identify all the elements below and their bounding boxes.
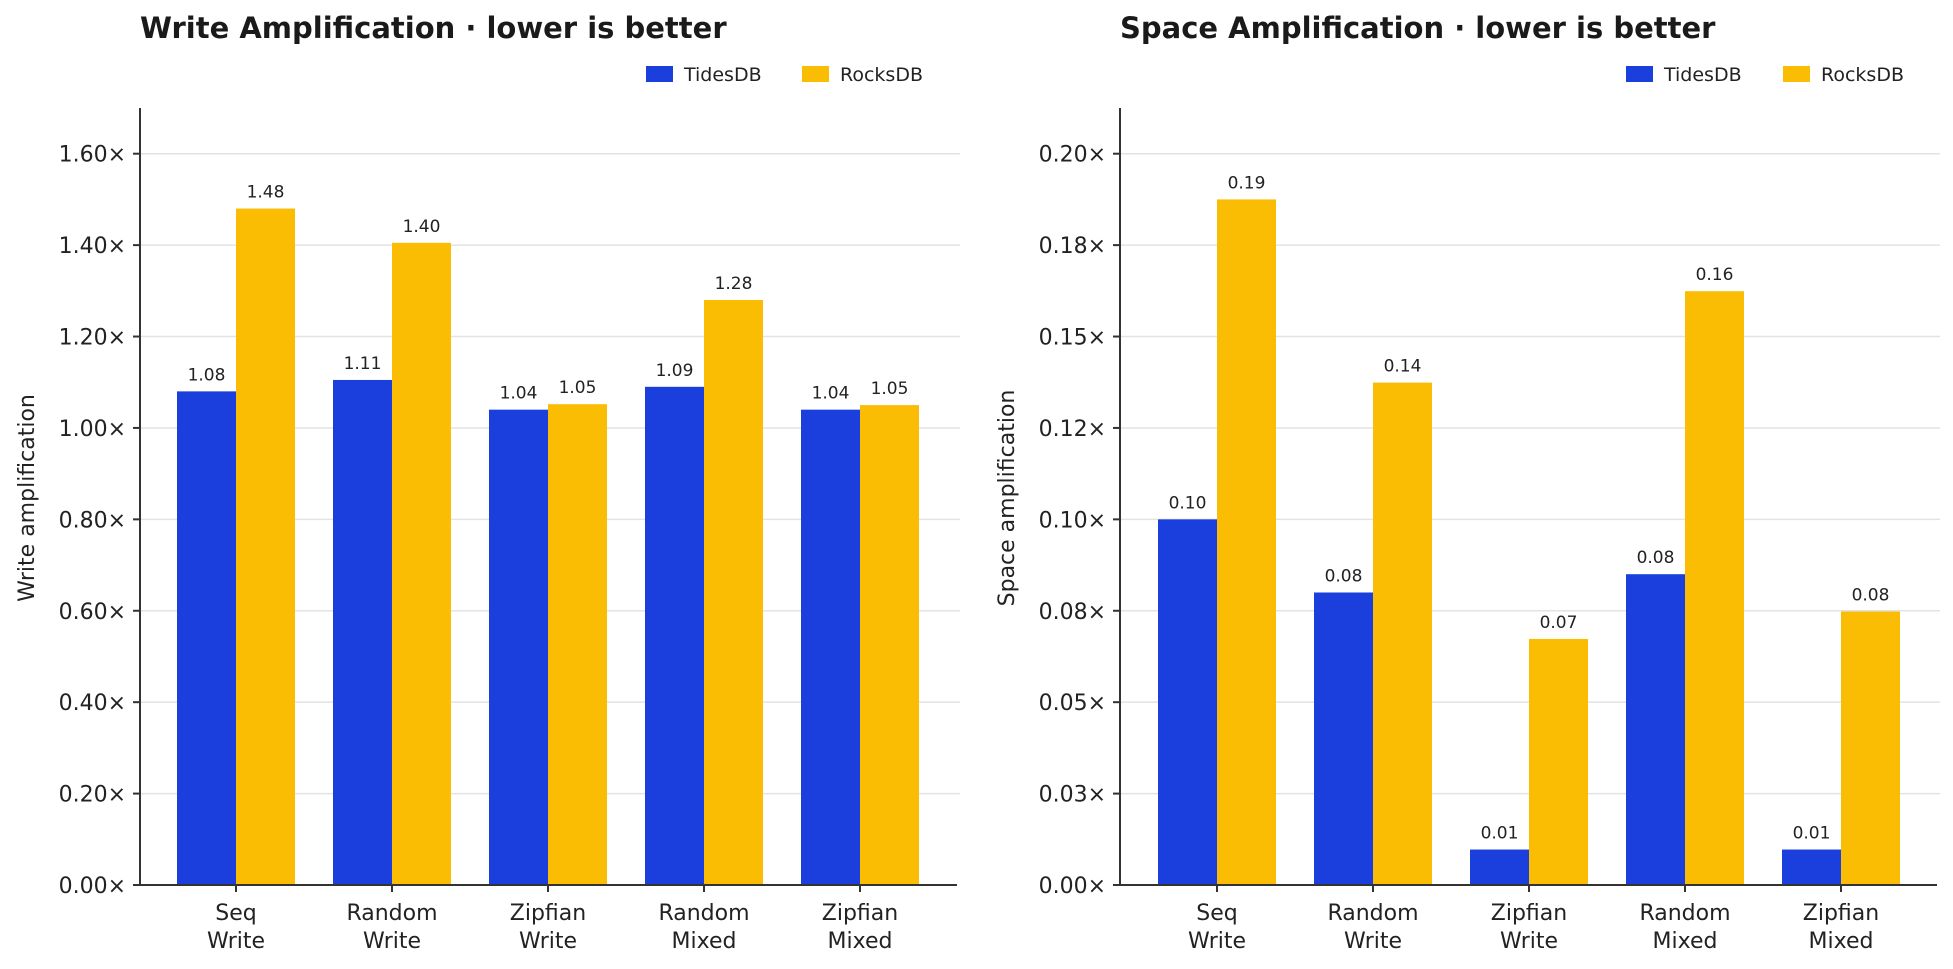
data-label: 0.07: [1540, 613, 1578, 633]
y-axis-label: Space amplification: [995, 390, 1020, 607]
data-label: 1.08: [188, 365, 226, 385]
bar-tidesdb-seq-write: [177, 391, 236, 885]
bar-rocksdb-zipfian-write: [548, 404, 607, 885]
x-tick-label: Zipfian Mixed: [1803, 901, 1879, 954]
y-tick-label: 0.80×: [59, 508, 126, 533]
bar-tidesdb-zipfian-write: [1470, 849, 1529, 885]
y-tick-label: 0.40×: [59, 691, 126, 716]
data-label: 0.08: [1637, 548, 1675, 568]
y-tick-label: 0.12×: [1039, 417, 1106, 442]
legend-swatch-tidesdb: [646, 66, 673, 82]
bar-tidesdb-random-mixed: [1626, 574, 1685, 885]
y-tick-label: 0.15×: [1039, 326, 1106, 351]
x-tick-label: Zipfian Write: [510, 901, 586, 954]
data-label: 0.10: [1169, 493, 1207, 513]
y-tick-label: 0.08×: [1039, 600, 1106, 625]
bar-tidesdb-zipfian-mixed: [1782, 849, 1841, 885]
y-tick-label: 0.00×: [59, 874, 126, 899]
legend-label-rocksdb: RocksDB: [1821, 64, 1904, 86]
bar-rocksdb-random-mixed: [704, 299, 763, 885]
space-amplification-panel: Space Amplification · lower is better Ti…: [995, 11, 1940, 954]
data-label: 0.16: [1696, 265, 1734, 285]
y-tick-label: 0.03×: [1039, 783, 1106, 808]
x-tick-label: Zipfian Mixed: [822, 901, 898, 954]
data-label: 0.01: [1793, 824, 1831, 844]
y-tick-label: 0.20×: [1039, 143, 1106, 168]
y-tick-label: 1.60×: [59, 143, 126, 168]
x-tick-label: Seq Write: [1188, 901, 1246, 954]
bar-tidesdb-zipfian-write: [489, 409, 548, 885]
y-tick-label: 0.10×: [1039, 508, 1106, 533]
data-label: 1.09: [656, 361, 694, 381]
y-tick-label: 0.05×: [1039, 691, 1106, 716]
data-label: 0.08: [1852, 585, 1890, 605]
legend-label-rocksdb: RocksDB: [840, 64, 923, 86]
y-tick-label: 0.60×: [59, 600, 126, 625]
bar-tidesdb-seq-write: [1158, 519, 1217, 885]
legend-label-tidesdb: TidesDB: [683, 64, 762, 86]
data-label: 1.40: [403, 217, 441, 237]
y-tick-label: 1.40×: [59, 234, 126, 259]
legend: TidesDB RocksDB: [646, 64, 923, 86]
data-label: 1.05: [871, 379, 909, 399]
write-amplification-panel: Write Amplification · lower is better Ti…: [15, 11, 960, 954]
bar-tidesdb-random-write: [333, 379, 392, 885]
data-label: 1.11: [344, 354, 382, 374]
x-tick-label: Zipfian Write: [1491, 901, 1567, 954]
bar-tidesdb-zipfian-mixed: [801, 409, 860, 885]
x-tick-label: Random Mixed: [1639, 901, 1730, 954]
legend-swatch-tidesdb: [1626, 66, 1653, 82]
bars: [177, 208, 919, 886]
x-tick-label: Random Write: [346, 901, 437, 954]
bar-rocksdb-zipfian-mixed: [1841, 611, 1900, 885]
x-tick-label: Random Mixed: [658, 901, 749, 954]
bar-rocksdb-random-write: [392, 242, 451, 886]
x-tick-label: Seq Write: [207, 901, 265, 954]
bar-rocksdb-random-write: [1373, 382, 1432, 885]
legend: TidesDB RocksDB: [1626, 64, 1904, 86]
bar-rocksdb-zipfian-mixed: [860, 405, 919, 885]
bars: [1158, 199, 1900, 886]
data-label: 1.04: [500, 384, 538, 404]
data-label: 0.01: [1481, 824, 1519, 844]
chart-title: Space Amplification · lower is better: [1120, 11, 1716, 45]
bar-rocksdb-random-mixed: [1685, 291, 1744, 885]
data-label: 1.05: [559, 378, 597, 398]
chart-title: Write Amplification · lower is better: [140, 11, 727, 45]
legend-label-tidesdb: TidesDB: [1663, 64, 1742, 86]
data-labels: 1.08 1.48 1.11 1.40 1.04 1.05 1.09 1.28 1.04 1.05: [188, 183, 909, 404]
axes: 0.00× 0.03× 0.05× 0.08× 0.10× 0.12× 0.15× 0.18×…: [1039, 108, 1937, 954]
y-axis-label: Write amplification: [15, 394, 40, 602]
data-label: 0.14: [1384, 357, 1422, 377]
y-tick-label: 1.00×: [59, 417, 126, 442]
y-tick-label: 1.20×: [59, 326, 126, 351]
data-label: 0.08: [1325, 566, 1363, 586]
x-tick-label: Random Write: [1327, 901, 1418, 954]
axes: 0.00× 0.20× 0.40× 0.60× 0.80× 1.00× 1.20× 1.40×…: [59, 108, 957, 954]
data-label: 1.28: [715, 274, 753, 294]
data-labels: 0.10 0.19 0.08 0.14 0.01 0.07 0.08 0.16 0.01 0.08: [1169, 173, 1890, 843]
data-label: 1.48: [247, 183, 285, 203]
bar-tidesdb-random-write: [1314, 592, 1373, 885]
data-label: 0.19: [1228, 173, 1266, 193]
bar-rocksdb-seq-write: [236, 208, 295, 885]
bar-rocksdb-seq-write: [1217, 199, 1276, 886]
bar-rocksdb-zipfian-write: [1529, 638, 1588, 885]
y-tick-label: 0.18×: [1039, 234, 1106, 259]
legend-swatch-rocksdb: [802, 66, 829, 82]
y-tick-label: 0.00×: [1039, 874, 1106, 899]
legend-swatch-rocksdb: [1783, 66, 1810, 82]
y-tick-label: 0.20×: [59, 783, 126, 808]
data-label: 1.04: [812, 384, 850, 404]
bar-tidesdb-random-mixed: [645, 386, 704, 885]
